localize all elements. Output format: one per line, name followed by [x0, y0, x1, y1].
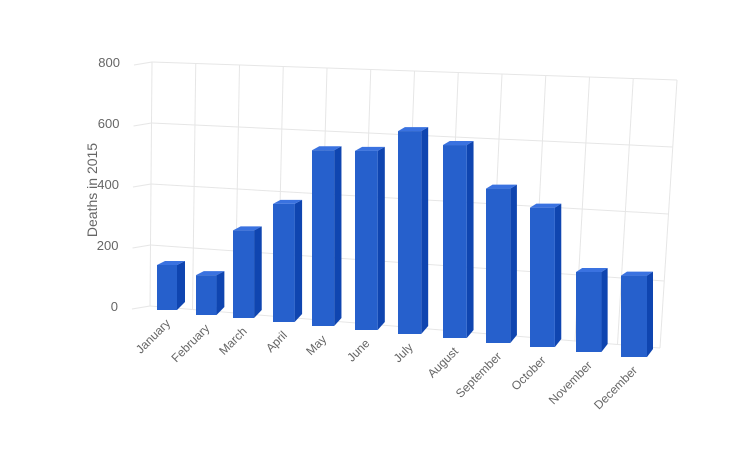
bar-may[interactable] — [312, 146, 342, 326]
bar-front — [233, 230, 255, 318]
bar-front — [576, 272, 602, 352]
bar-side — [254, 226, 262, 318]
bar-top — [621, 271, 653, 276]
gridline-vertical — [659, 79, 678, 349]
bar-top — [157, 261, 185, 265]
y-axis-ticks: 0 200 400 600 800 — [97, 55, 120, 314]
bar-side — [216, 271, 225, 315]
bars — [157, 127, 653, 357]
x-tick-label: May — [303, 332, 329, 358]
bar-top — [355, 146, 385, 151]
bar-september[interactable] — [486, 184, 517, 343]
bar-side — [466, 141, 474, 338]
bar-december[interactable] — [621, 271, 653, 357]
bar-october[interactable] — [530, 203, 562, 347]
bar-front — [196, 275, 217, 315]
bar-top — [576, 268, 608, 272]
bar-side — [377, 146, 385, 330]
bar-top — [530, 203, 562, 208]
x-tick-label: November — [546, 358, 595, 407]
bar-front — [312, 150, 335, 326]
x-tick-label: December — [591, 363, 640, 412]
y-tick-label: 200 — [97, 238, 119, 253]
y-tick-label: 0 — [111, 299, 118, 314]
x-tick-label: August — [425, 344, 462, 381]
bar-side — [177, 261, 185, 310]
bar-side — [294, 199, 303, 322]
bar-front — [398, 131, 422, 334]
gridline-side — [131, 305, 151, 310]
bar-front — [621, 275, 647, 357]
bar-top — [233, 226, 262, 231]
gridline-side — [132, 244, 151, 249]
bar-july[interactable] — [398, 127, 429, 334]
bar-front — [273, 203, 295, 322]
bar-front — [157, 265, 177, 310]
gridline-side — [132, 183, 152, 188]
bar-january[interactable] — [157, 261, 185, 310]
x-tick-label: July — [391, 340, 416, 365]
x-tick-label: February — [169, 321, 213, 365]
bar-front — [355, 150, 378, 330]
bar-side — [554, 203, 562, 347]
bar-side — [334, 146, 342, 326]
y-tick-label: 600 — [98, 116, 120, 131]
bar-top — [312, 146, 342, 151]
bar-august[interactable] — [443, 141, 474, 338]
bar-front — [486, 188, 511, 343]
x-tick-label: March — [216, 324, 249, 357]
bar-front — [530, 207, 555, 347]
x-tick-label: October — [508, 353, 548, 393]
bar-side — [647, 271, 653, 357]
gridline-vertical — [192, 63, 197, 310]
x-tick-label: April — [263, 328, 290, 355]
bar-side — [601, 268, 608, 352]
gridline-vertical — [149, 61, 153, 307]
bar-side — [421, 127, 429, 334]
x-tick-label: September — [453, 349, 504, 400]
bar-top — [486, 184, 517, 189]
y-tick-label: 800 — [98, 55, 120, 70]
gridline-side — [133, 122, 152, 127]
x-tick-label: January — [133, 316, 173, 356]
bar-top — [273, 199, 303, 204]
bar-april[interactable] — [273, 199, 303, 322]
bar-front — [443, 145, 467, 338]
bar-top — [443, 141, 474, 146]
bar-june[interactable] — [355, 146, 385, 330]
bar-top — [398, 127, 429, 132]
x-tick-label: June — [344, 336, 373, 365]
y-tick-label: 400 — [97, 177, 119, 192]
bar-february[interactable] — [196, 271, 225, 315]
gridline-vertical — [617, 78, 634, 345]
bar-top — [196, 271, 225, 276]
bar-november[interactable] — [576, 268, 608, 352]
gridline-side — [133, 61, 153, 66]
bar-march[interactable] — [233, 226, 262, 318]
bar-side — [510, 184, 517, 343]
y-axis-label: Deaths in 2015 — [84, 143, 100, 237]
